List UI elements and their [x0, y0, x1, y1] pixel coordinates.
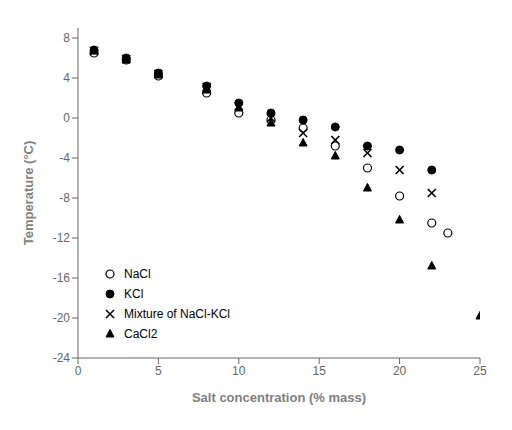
html-text:CaCl2: CaCl2 [124, 327, 158, 341]
svg-text:-16: -16 [53, 271, 71, 285]
html-text:Mixture of NaCl-KCl: Mixture of NaCl-KCl [124, 307, 230, 321]
svg-text:10: 10 [232, 364, 246, 378]
svg-text:Temperature (°C): Temperature (°C) [21, 141, 36, 246]
svg-text:-8: -8 [59, 191, 70, 205]
svg-text:-12: -12 [53, 231, 71, 245]
svg-text:0: 0 [63, 111, 70, 125]
svg-text:25: 25 [473, 364, 487, 378]
html-text:KCl: KCl [124, 287, 144, 301]
svg-text:15: 15 [313, 364, 327, 378]
svg-text:5: 5 [155, 364, 162, 378]
svg-text:Salt concentration (% mass): Salt concentration (% mass) [192, 390, 366, 405]
svg-text:8: 8 [63, 31, 70, 45]
html-text:NaCl: NaCl [124, 267, 151, 281]
svg-text:-20: -20 [53, 311, 71, 325]
svg-text:20: 20 [393, 364, 407, 378]
svg-text:0: 0 [75, 364, 82, 378]
svg-text:4: 4 [63, 71, 70, 85]
svg-text:-24: -24 [53, 351, 71, 365]
svg-text:-4: -4 [59, 151, 70, 165]
